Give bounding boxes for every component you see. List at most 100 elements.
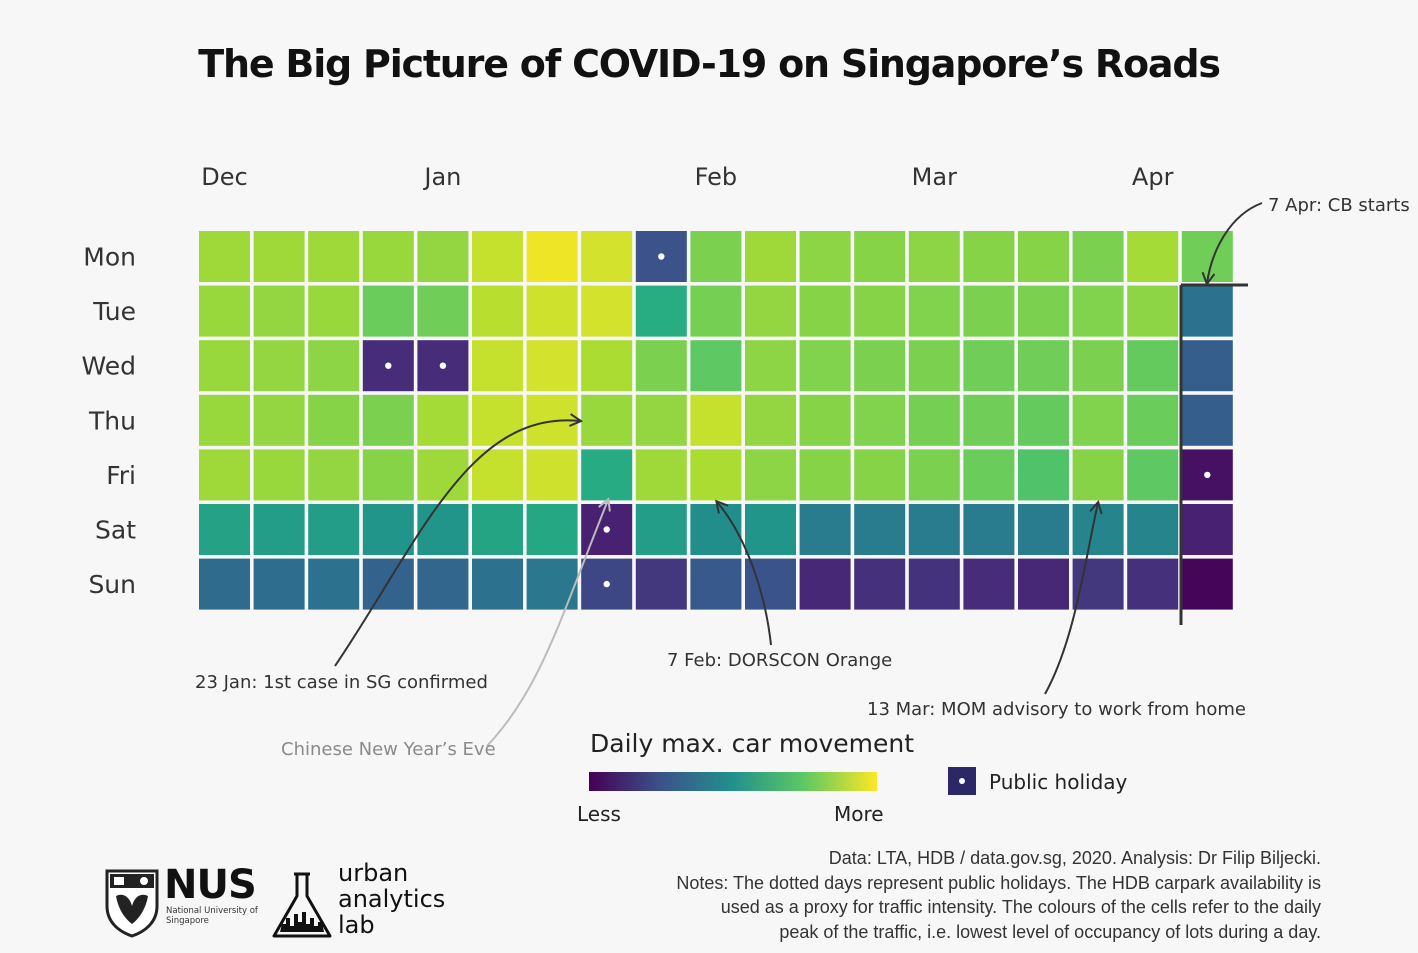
- heatmap-cell: [1072, 504, 1124, 555]
- heatmap-cell: [362, 504, 414, 555]
- heatmap-cell: [199, 394, 250, 446]
- heatmap-cell: [745, 231, 796, 282]
- heatmap-cell: [635, 449, 687, 501]
- heatmap-cell: [854, 394, 906, 446]
- heatmap-cell: [526, 285, 578, 337]
- heatmap-cell: [1181, 394, 1233, 446]
- heatmap-cell: [417, 394, 469, 446]
- heatmap-cell: [199, 449, 250, 501]
- legend-title: Daily max. car movement: [590, 729, 915, 758]
- notes-line-2: Notes: The dotted days represent public …: [676, 872, 1321, 893]
- holiday-dot: [603, 580, 610, 588]
- heatmap-cell: [690, 558, 742, 610]
- heatmap-cell: [963, 558, 1015, 610]
- holiday-legend-swatch: [948, 767, 976, 795]
- heatmap-cell: [1181, 285, 1233, 337]
- heatmap-cell: [963, 231, 1015, 282]
- heatmap-cell: [1018, 394, 1069, 446]
- holiday-dot: [439, 362, 447, 369]
- month-label: Mar: [912, 163, 957, 191]
- legend-less-label: Less: [577, 802, 621, 826]
- heatmap-cell: [1181, 231, 1233, 282]
- month-labels: Dec Jan Feb Mar Apr: [201, 163, 1173, 191]
- holiday-dot: [603, 526, 610, 533]
- heatmap-cell: [908, 340, 960, 392]
- heatmap-cell: [308, 231, 360, 282]
- flask-icon: [272, 872, 332, 938]
- weekday-label: Fri: [106, 461, 136, 490]
- heatmap-cell: [799, 394, 851, 446]
- heatmap-cell: [581, 340, 633, 392]
- month-label: Dec: [201, 163, 247, 191]
- weekday-label: Tue: [92, 297, 136, 326]
- arrow-cny-eve: [486, 500, 608, 747]
- heatmap-cell: [526, 558, 578, 610]
- heatmap-cell: [1127, 504, 1179, 555]
- heatmap-cell: [1018, 285, 1069, 337]
- heatmap-cell: [308, 285, 360, 337]
- heatmap-cell: [908, 285, 960, 337]
- heatmap-cells: [199, 231, 1233, 610]
- heatmap-cell: [253, 558, 305, 610]
- heatmap-cell: [1018, 504, 1069, 555]
- heatmap-cell: [1018, 449, 1069, 501]
- heatmap-cell: [635, 558, 687, 610]
- notes-line-1: Data: LTA, HDB / data.gov.sg, 2020. Anal…: [828, 848, 1321, 868]
- month-label: Apr: [1132, 163, 1174, 191]
- heatmap-cell: [799, 340, 851, 392]
- annotation-dorscon: 7 Feb: DORSCON Orange: [667, 650, 892, 671]
- heatmap-cell: [581, 449, 633, 501]
- heatmap-cell: [635, 340, 687, 392]
- heatmap-cell: [1181, 558, 1233, 610]
- weekday-label: Sat: [95, 516, 136, 545]
- weekday-label: Wed: [81, 352, 136, 381]
- heatmap-cell: [799, 231, 851, 282]
- heatmap-cell: [963, 340, 1015, 392]
- heatmap-cell: [362, 231, 414, 282]
- legend-gradient-bar: [589, 772, 877, 791]
- heatmap-cell: [854, 504, 906, 555]
- nus-shield-icon: [105, 869, 159, 938]
- holiday-legend-label: Public holiday: [989, 770, 1128, 794]
- heatmap-cell: [745, 394, 796, 446]
- heatmap-cell: [581, 394, 633, 446]
- heatmap-cell: [690, 285, 742, 337]
- heatmap-cell: [417, 285, 469, 337]
- heatmap-cell: [472, 394, 523, 446]
- heatmap-cell: [362, 285, 414, 337]
- heatmap-cell: [963, 504, 1015, 555]
- heatmap-cell: [417, 449, 469, 501]
- heatmap-cell: [1181, 504, 1233, 555]
- annotation-cb-starts: 7 Apr: CB starts: [1268, 195, 1410, 216]
- heatmap-cell: [745, 285, 796, 337]
- heatmap-cell: [1018, 340, 1069, 392]
- chart-title: The Big Picture of COVID-19 on Singapore…: [198, 42, 1221, 86]
- heatmap-cell: [308, 340, 360, 392]
- heatmap-cell: [799, 285, 851, 337]
- heatmap-cell: [1127, 449, 1179, 501]
- heatmap-cell: [854, 558, 906, 610]
- heatmap-cell: [472, 340, 523, 392]
- heatmap-cell: [799, 504, 851, 555]
- heatmap-cell: [199, 504, 250, 555]
- heatmap-cell: [199, 340, 250, 392]
- heatmap-cell: [690, 231, 742, 282]
- legend-more-label: More: [834, 802, 884, 826]
- arrow-first-case: [334, 420, 580, 667]
- heatmap-cell: [199, 285, 250, 337]
- heatmap-cell: [799, 449, 851, 501]
- heatmap-cell: [745, 340, 796, 392]
- nus-logo: NUS National University of Singapore: [104, 862, 264, 940]
- heatmap-cell: [472, 285, 523, 337]
- heatmap-cell: [635, 504, 687, 555]
- heatmap-cell: [308, 558, 360, 610]
- arrow-dorscon: [717, 502, 772, 646]
- heatmap-cell: [1181, 340, 1233, 392]
- heatmap-cell: [690, 504, 742, 555]
- heatmap-cell: [417, 558, 469, 610]
- arrow-cb-starts: [1207, 202, 1263, 283]
- heatmap-cell: [1072, 394, 1124, 446]
- annotation-mom-advisory: 13 Mar: MOM advisory to work from home: [867, 699, 1246, 720]
- notes-line-4: peak of the traffic, i.e. lowest level o…: [779, 921, 1321, 942]
